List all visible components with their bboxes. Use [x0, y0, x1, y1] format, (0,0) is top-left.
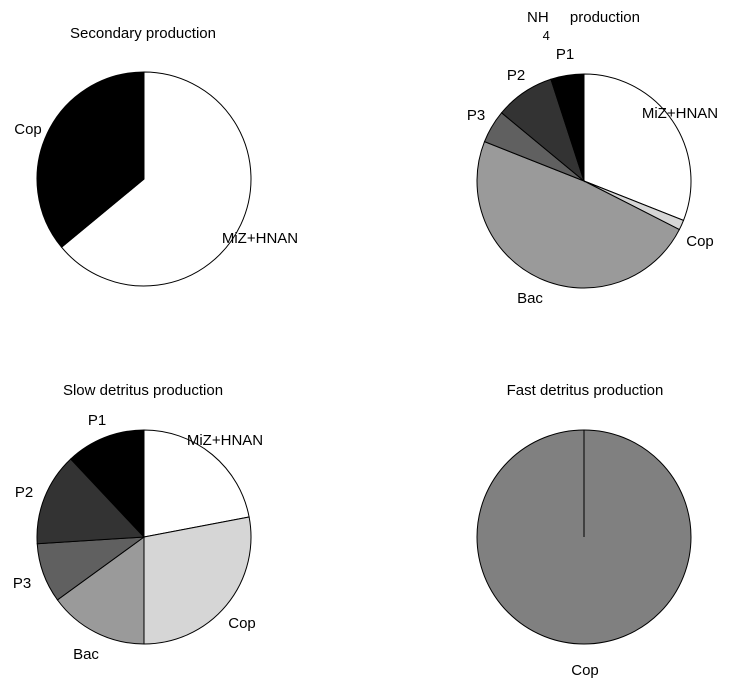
- slice-label: Cop: [571, 662, 599, 679]
- pie-slice-p1: [550, 73, 585, 182]
- chart-title: Secondary production: [70, 25, 216, 42]
- slice-label: P2: [507, 67, 525, 84]
- slice-label: MiZ+HNAN: [187, 432, 263, 449]
- slice-label: P1: [88, 412, 106, 429]
- slice-label: Cop: [686, 233, 714, 250]
- pie-slice-p2: [36, 458, 146, 545]
- pie-slice-bac: [476, 140, 681, 289]
- pie-slice-cop: [36, 71, 145, 248]
- pie-chart-3: Slow detritus production MiZ+HNAN Cop Bac P3…: [13, 382, 263, 663]
- slice-label: P3: [13, 575, 31, 592]
- pie-slice-miz-hnan: [583, 73, 692, 222]
- slice-label: Cop: [14, 121, 42, 138]
- slice-label: Cop: [228, 615, 256, 632]
- chart-title: NH 4production: [527, 9, 640, 43]
- pie-chart-2: NH 4production MiZ+HNAN Cop Bac P3 P2 P1: [467, 9, 718, 307]
- slice-label: Bac: [517, 290, 543, 307]
- pie-chart-1: Secondary production MiZ+HNAN Cop: [14, 25, 298, 287]
- pie-slice-miz-hnan: [143, 429, 250, 538]
- pie-slice-bac: [56, 536, 145, 645]
- slice-label: P2: [15, 484, 33, 501]
- slice-label: Bac: [73, 646, 99, 663]
- chart-title: Slow detritus production: [63, 382, 223, 399]
- pie-slice-miz-hnan: [60, 71, 252, 287]
- slice-label: MiZ+HNAN: [642, 105, 718, 122]
- slice-label: P3: [467, 107, 485, 124]
- pie-chart-4: Fast detritus production Cop: [476, 382, 692, 679]
- chart-title: Fast detritus production: [507, 382, 664, 399]
- slice-label: MiZ+HNAN: [222, 230, 298, 247]
- pie-slice-p1: [70, 429, 145, 539]
- slice-label: P1: [556, 46, 574, 63]
- pie-slice-cop: [143, 516, 252, 645]
